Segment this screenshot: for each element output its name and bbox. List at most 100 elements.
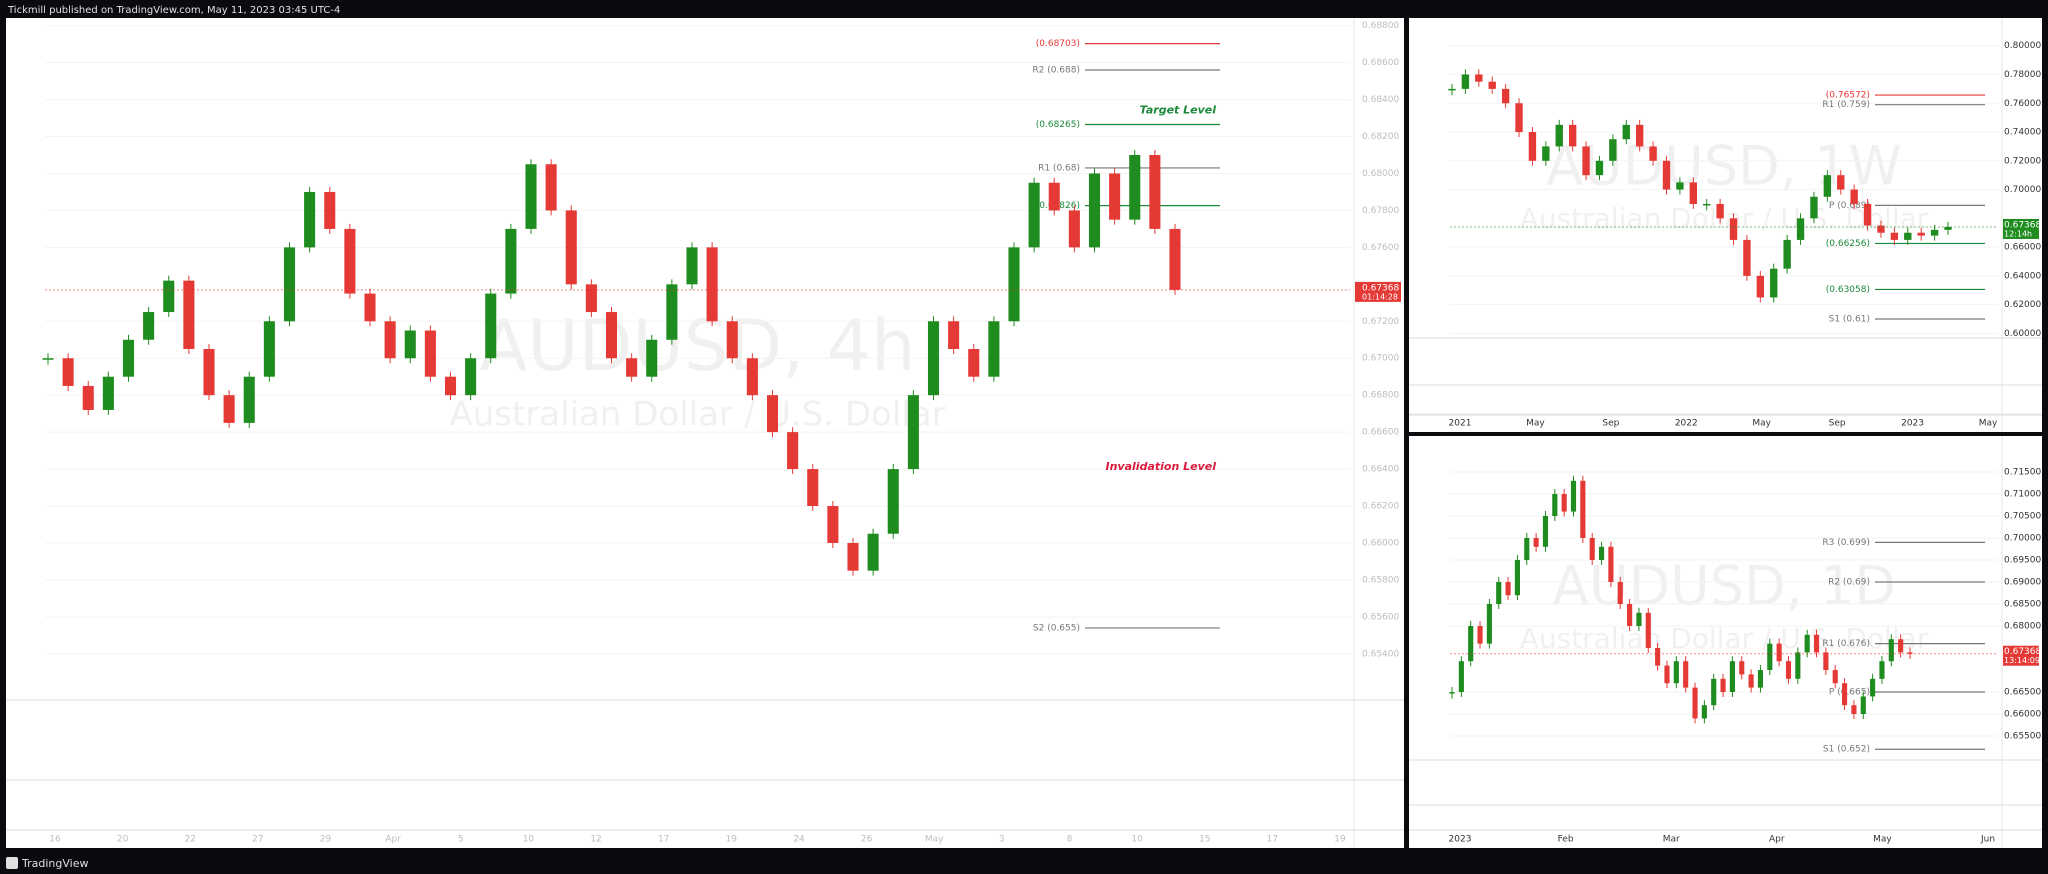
price-tick-label: 0.66200	[1362, 502, 1399, 512]
price-tick-label: 0.62000	[2004, 300, 2041, 310]
candle	[1561, 493, 1567, 512]
candle	[1701, 705, 1707, 719]
candle	[82, 385, 94, 410]
price-tick-label: 0.76000	[2004, 99, 2041, 109]
candle	[585, 284, 597, 313]
pivot-label: R1 (0.759)	[1822, 100, 1870, 110]
candle	[424, 330, 436, 377]
price-tick-label: 0.66000	[2004, 710, 2041, 720]
candle	[1475, 74, 1483, 82]
candle	[183, 280, 195, 349]
candle	[1930, 229, 1939, 236]
candle	[686, 247, 698, 285]
candle	[726, 321, 738, 359]
candle	[283, 247, 296, 322]
candle	[1169, 228, 1181, 290]
candle	[1783, 239, 1791, 269]
candle	[1711, 678, 1717, 706]
candle	[927, 321, 940, 396]
candle	[1636, 612, 1642, 627]
candle	[1757, 670, 1764, 688]
candle	[1552, 493, 1558, 516]
candle	[364, 293, 376, 322]
candle	[1770, 268, 1778, 298]
pivot-label: S2 (0.655)	[1033, 623, 1080, 633]
price-tick-label: 0.78000	[2004, 70, 2041, 80]
candle	[1568, 124, 1577, 147]
time-tick-label: Jun	[1980, 835, 1995, 845]
price-tick-label: 0.65800	[1362, 575, 1399, 585]
price-tick-label: 0.66000	[2004, 243, 2041, 253]
candle	[1716, 203, 1724, 219]
candle	[1533, 537, 1539, 547]
candle	[163, 280, 175, 313]
candle	[948, 321, 960, 349]
publisher: Tickmill published on TradingView.com, M…	[7, 5, 340, 16]
candle	[1088, 173, 1101, 248]
candle	[1795, 652, 1801, 679]
candle	[1729, 218, 1738, 240]
price-tick-label: 0.65500	[2004, 732, 2041, 742]
countdown: 12:14h	[2004, 229, 2032, 238]
time-tick-label: 27	[252, 835, 263, 845]
candle	[404, 330, 416, 359]
candle	[646, 339, 658, 377]
pivot-label: R2 (0.688)	[1032, 66, 1080, 76]
candle	[1542, 515, 1549, 547]
candle	[1837, 175, 1845, 190]
brand[interactable]: TradingView	[21, 857, 88, 870]
time-tick-label: 24	[793, 835, 805, 845]
candle	[1879, 661, 1885, 679]
candle	[304, 191, 316, 248]
pivot-label: S1 (0.61)	[1829, 315, 1870, 325]
brand-logo[interactable]	[6, 857, 18, 869]
pivot-label: S1 (0.652)	[1823, 745, 1870, 755]
candle	[1477, 626, 1483, 644]
time-tick-label: 22	[185, 835, 196, 845]
candle	[847, 542, 859, 571]
candle	[1028, 182, 1040, 248]
candle	[324, 191, 336, 229]
candle	[626, 358, 638, 377]
annotation: Target Level	[1140, 104, 1217, 117]
time-tick-label: 10	[1131, 835, 1143, 845]
pivot-label: (0.66256)	[1826, 239, 1870, 249]
candle	[1720, 678, 1726, 693]
candle	[746, 358, 758, 396]
price-tick-label: 0.71000	[2004, 489, 2041, 499]
candle	[1129, 155, 1141, 220]
candle	[1589, 537, 1595, 560]
time-tick-label: 19	[726, 835, 738, 845]
price-tick-label: 0.74000	[2004, 128, 2041, 138]
price-tick-label: 0.68200	[1362, 132, 1399, 142]
candle	[1448, 88, 1456, 91]
last-price-tag	[1355, 281, 1401, 302]
time-tick-label: Feb	[1558, 835, 1574, 845]
last-price-tag	[2003, 645, 2039, 666]
candle	[1823, 652, 1829, 671]
candle	[1877, 225, 1885, 233]
candle	[1703, 203, 1711, 206]
candle	[1109, 173, 1121, 220]
candle	[1756, 275, 1765, 298]
candle	[1149, 155, 1161, 229]
candle	[907, 395, 919, 470]
candle	[867, 533, 879, 571]
candle	[807, 469, 819, 507]
candle	[1851, 705, 1857, 715]
candle	[203, 348, 215, 396]
price-tick-label: 0.80000	[2004, 41, 2041, 51]
candle	[1496, 582, 1502, 605]
candle	[1748, 674, 1754, 688]
candle	[465, 358, 477, 396]
last-price: 0.67368	[2004, 647, 2041, 657]
time-tick-label: 29	[320, 835, 332, 845]
candle	[1739, 661, 1745, 675]
time-tick-label: 12	[590, 835, 601, 845]
candle	[243, 376, 255, 423]
price-tick-label: 0.68000	[1362, 169, 1399, 179]
candle	[1664, 665, 1670, 684]
candle	[1676, 182, 1684, 190]
pivot-label: (0.68265)	[1036, 120, 1080, 130]
